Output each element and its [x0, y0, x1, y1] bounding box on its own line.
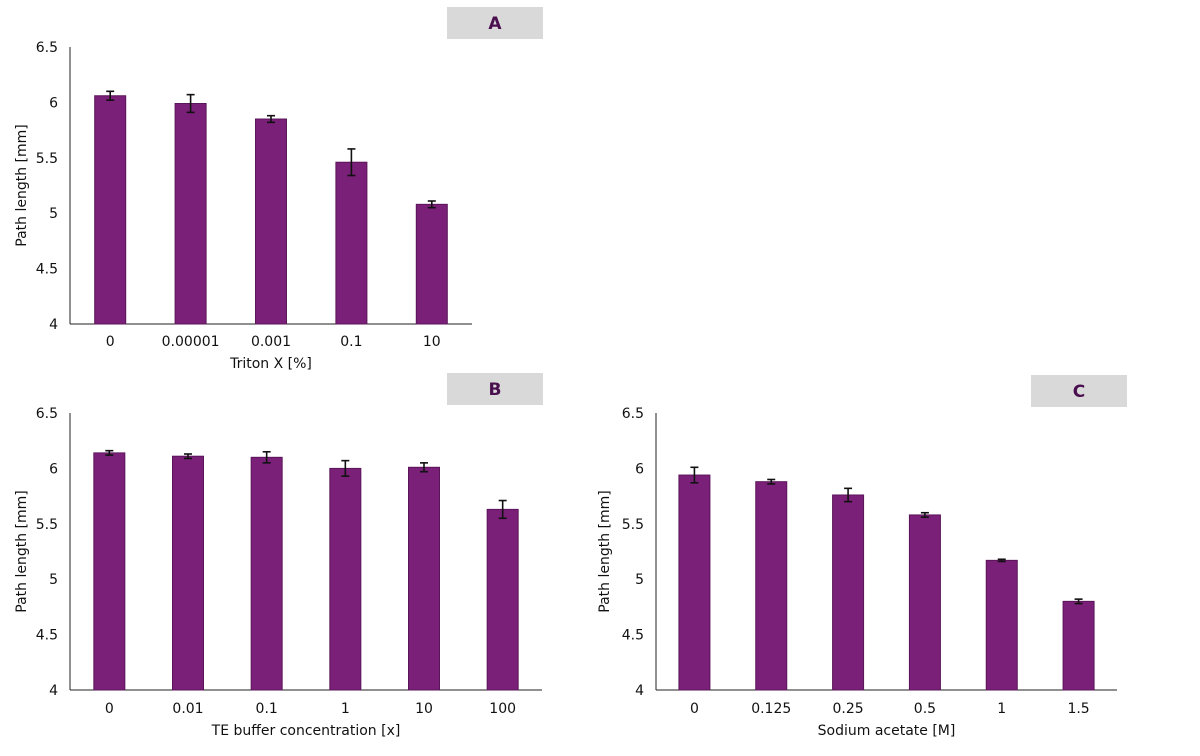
bar-10 [408, 466, 440, 691]
x-axis-title: Triton X [%] [229, 356, 312, 372]
chart-panel-a: A 4 4.5 5 5.5 6 6.5 Path length [mm] 0 0.00001 0.0… [14, 7, 543, 372]
bar-10 [415, 203, 448, 325]
bar-0.125 [755, 481, 788, 691]
x-tick-label: 100 [489, 701, 516, 717]
x-tick-label: 0.00001 [162, 334, 220, 350]
panel-label-box [1031, 375, 1127, 407]
bar-1.5 [1062, 600, 1095, 691]
panel-label: B [489, 380, 502, 400]
x-tick-label: 0 [690, 701, 699, 717]
bar-0.001 [255, 118, 287, 325]
x-tick-label: 0.1 [340, 334, 362, 350]
y-tick-label: 4 [49, 683, 58, 699]
x-axis-title: Sodium acetate [M] [818, 723, 956, 739]
bar-1 [985, 559, 1018, 691]
x-axis-title: TE buffer concentration [x] [211, 723, 401, 739]
bar-0.01 [172, 455, 204, 691]
x-tick-label: 1.5 [1067, 701, 1089, 717]
y-tick-label: 6 [49, 95, 58, 111]
y-tick-label: 4 [49, 317, 58, 333]
bar-0 [678, 474, 711, 691]
y-tick-label: 6.5 [36, 406, 58, 422]
panel-label-box [447, 373, 543, 405]
x-tick-label: 0.5 [914, 701, 936, 717]
bar-0 [93, 452, 126, 691]
y-tick-label: 5 [49, 572, 58, 588]
x-tick-label: 10 [423, 334, 441, 350]
bar-0.5 [908, 514, 941, 691]
x-tick-label: 0.01 [172, 701, 203, 717]
bar-0.1 [335, 161, 368, 325]
bar-0.1 [250, 456, 283, 691]
y-tick-label: 6 [635, 461, 644, 477]
x-tick-label: 10 [415, 701, 433, 717]
bar-1 [329, 467, 362, 691]
y-tick-label: 5.5 [622, 517, 644, 533]
y-axis-title: Path length [mm] [14, 490, 30, 612]
y-tick-label: 5 [49, 206, 58, 222]
chart-panel-b: B 4 4.5 5 5.5 6 6.5 Path length [mm] 0 0.01 0.1 1 10… [14, 373, 543, 739]
panel-label-box [447, 7, 543, 39]
y-tick-label: 4.5 [36, 628, 58, 644]
x-tick-label: 1 [997, 701, 1006, 717]
y-tick-label: 4.5 [36, 262, 58, 278]
panel-label: C [1073, 382, 1085, 402]
bar-100 [486, 508, 519, 691]
x-tick-label: 1 [341, 701, 350, 717]
y-axis-title: Path length [mm] [597, 490, 613, 612]
x-tick-label: 0.001 [251, 334, 291, 350]
y-tick-label: 5.5 [36, 151, 58, 167]
bar-0.25 [832, 494, 865, 691]
y-tick-label: 5 [635, 572, 644, 588]
x-tick-label: 0.125 [751, 701, 791, 717]
chart-panel-c: C 4 4.5 5 5.5 6 6.5 Path length [mm] 0 0.125 0.25 0… [597, 375, 1127, 739]
x-tick-label: 0.25 [832, 701, 863, 717]
bar-0.00001 [174, 103, 207, 325]
y-axis-title: Path length [mm] [14, 124, 30, 246]
y-tick-label: 4.5 [622, 628, 644, 644]
x-tick-label: 0 [106, 334, 115, 350]
y-tick-label: 6.5 [622, 406, 644, 422]
y-tick-label: 6.5 [36, 40, 58, 56]
panel-label: A [488, 14, 502, 34]
y-tick-label: 6 [49, 461, 58, 477]
y-tick-label: 5.5 [36, 517, 58, 533]
x-tick-label: 0 [105, 701, 114, 717]
x-tick-label: 0.1 [256, 701, 278, 717]
bar-0 [94, 95, 127, 325]
y-tick-label: 4 [635, 683, 644, 699]
